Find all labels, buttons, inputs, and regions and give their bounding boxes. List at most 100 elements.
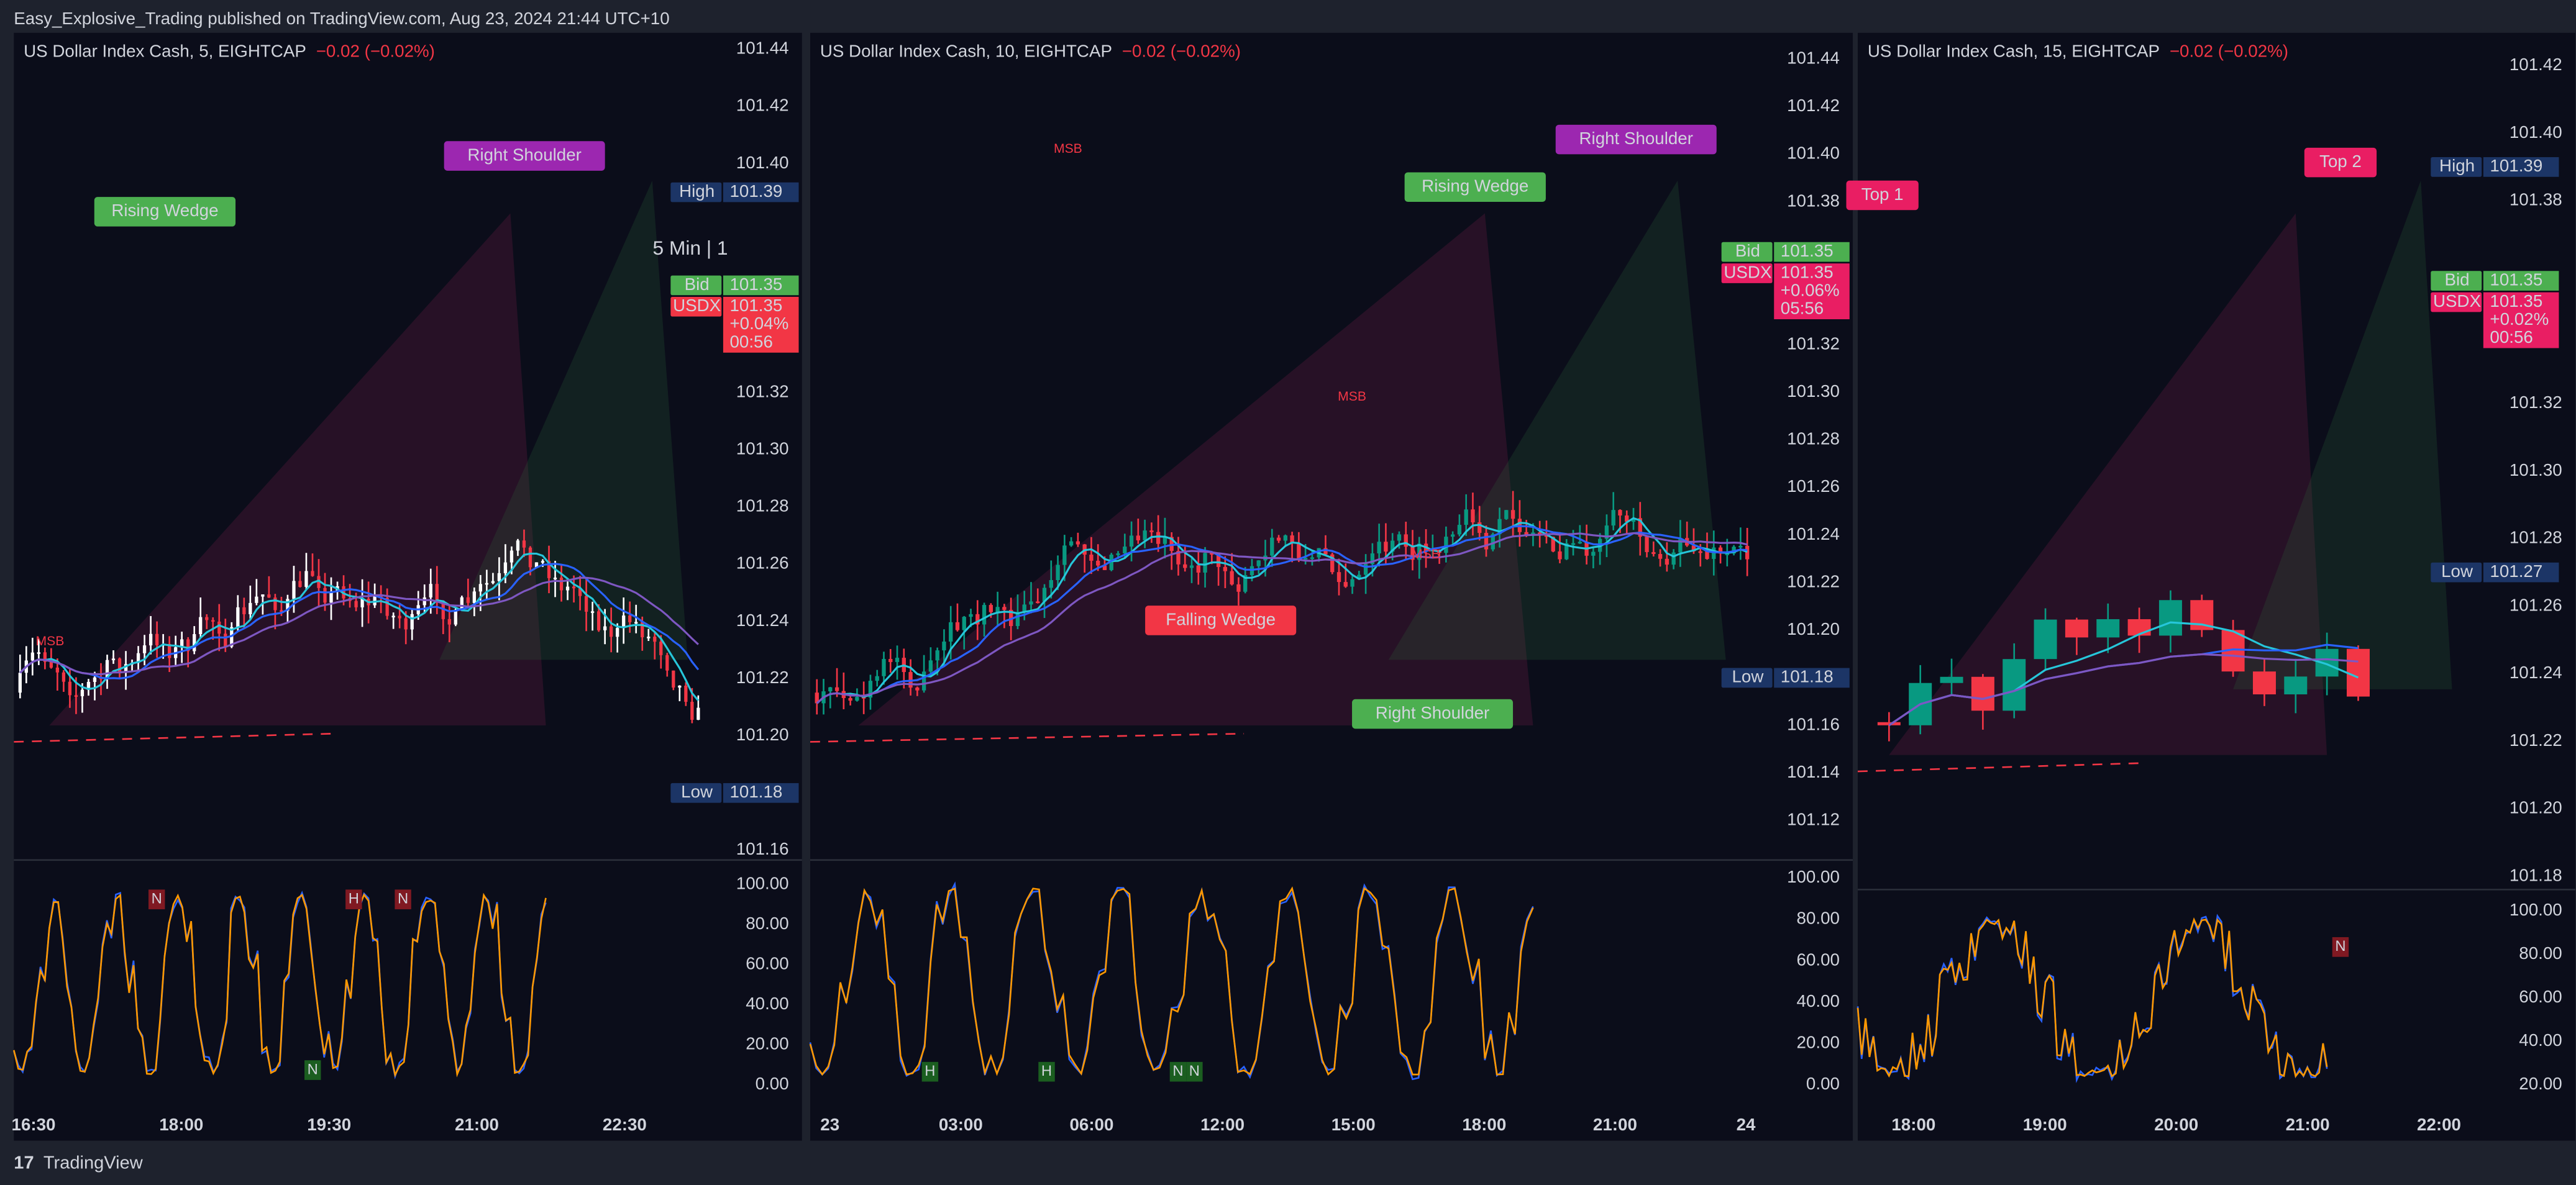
candle-body (935, 650, 939, 661)
candle-body (522, 540, 526, 548)
candle-body (659, 642, 663, 655)
candle-body (485, 583, 489, 585)
candle-body (559, 578, 564, 591)
candle-body (1022, 604, 1026, 612)
candle-body (2034, 619, 2057, 660)
divergence-marker: N (398, 890, 408, 907)
oscillator-tick-label: 0.00 (756, 1074, 789, 1093)
badge-label-bg (670, 783, 722, 803)
price-tick-label: 101.16 (736, 839, 789, 858)
oscillator-tick-label: 100.00 (2510, 900, 2562, 919)
divergence-marker-bg (1038, 1061, 1055, 1082)
badge-label-bg (2431, 292, 2482, 312)
candle-body (1544, 535, 1549, 537)
candle-body (360, 598, 364, 607)
candle-body (834, 687, 839, 691)
candle-body (1591, 552, 1596, 556)
candle-body (969, 614, 973, 617)
candle-body (848, 697, 852, 701)
annotation: MSB (1338, 389, 1366, 404)
candle-body (1176, 551, 1181, 565)
candle-body (1484, 533, 1489, 550)
oscillator-tick-label: 40.00 (1797, 991, 1840, 1010)
candle-body (1384, 542, 1388, 552)
candle-body (267, 594, 271, 598)
annotation-bg (1404, 172, 1546, 202)
candle-body (1069, 541, 1074, 546)
brand-logo: 17 (14, 1153, 34, 1173)
oscillator-tick-label: 40.00 (2519, 1030, 2562, 1050)
candle-body (590, 611, 595, 613)
candle-body (435, 584, 439, 601)
badge-label: High (2439, 156, 2475, 175)
candle-body (875, 676, 879, 681)
candle-body (1464, 509, 1468, 525)
candle-body (815, 692, 819, 704)
pattern-shade (858, 213, 1533, 726)
candle-body (1497, 519, 1502, 535)
price-tick-label: 101.24 (1787, 524, 1840, 543)
candle-body (921, 671, 926, 691)
candle-body (578, 588, 582, 596)
price-tick-label: 101.22 (736, 668, 789, 687)
publisher: Easy_Explosive_Trading published on Trad… (14, 9, 669, 28)
candle-body (1008, 609, 1013, 627)
price-tick-label: 101.40 (2510, 122, 2562, 142)
candle-body (398, 615, 401, 619)
oscillator-tick-label: 80.00 (746, 914, 788, 933)
annotation-bg (1352, 699, 1514, 729)
price-tick-label: 101.38 (2510, 190, 2562, 209)
price-tick-label: 101.42 (2510, 55, 2562, 74)
candle-body (68, 681, 72, 696)
price-tick-label: 101.20 (736, 725, 789, 744)
candle-body (1303, 558, 1308, 560)
candle-body (628, 615, 632, 622)
candle-body (1538, 532, 1542, 535)
badge-label: Low (1732, 667, 1764, 686)
time-tick-label: 03:00 (939, 1115, 983, 1134)
candle-body (460, 597, 464, 610)
moving-average (816, 532, 1748, 704)
candle-body (534, 562, 539, 568)
candle-body (311, 571, 314, 576)
badge-label-bg (2431, 271, 2482, 291)
price-tick-label: 101.22 (1787, 571, 1840, 591)
candle-body (255, 596, 258, 603)
candle-body (1290, 535, 1294, 543)
badge-label-bg (670, 275, 722, 296)
badge-value: 101.27 (2490, 561, 2542, 581)
candle-body (962, 617, 966, 630)
candle-body (447, 619, 451, 625)
divergence-marker-bg (304, 1060, 321, 1080)
badge-value-bg (1774, 263, 1850, 319)
candle-body (553, 578, 557, 579)
time-tick-label: 18:00 (1462, 1115, 1506, 1134)
candle-body (1678, 538, 1683, 553)
brand[interactable]: TradingView (43, 1153, 144, 1173)
candle-body (634, 622, 638, 624)
candle-body (1216, 553, 1221, 567)
time-tick-label: 15:00 (1331, 1115, 1376, 1134)
time-tick-label: 22:00 (2417, 1115, 2461, 1134)
oscillator-line (1857, 917, 2328, 1078)
candle-body (1638, 518, 1642, 537)
annotation-bg (444, 141, 605, 171)
badge-label: Bid (685, 275, 710, 294)
candle-body (678, 686, 682, 688)
candle-body (1236, 584, 1241, 592)
badge-value-bg (723, 783, 799, 803)
divergence-marker: H (349, 890, 359, 907)
divergence-marker: H (925, 1063, 935, 1079)
badge-value-bg (1774, 668, 1850, 688)
divergence-marker-bg (395, 889, 411, 910)
annotation: MSB (1412, 547, 1440, 561)
candle-body (410, 614, 414, 630)
candle-body (62, 672, 66, 682)
candle-body (653, 637, 657, 642)
moving-average (816, 525, 1748, 704)
annotation-bg (94, 197, 236, 227)
time-tick-label: 24 (1737, 1115, 1756, 1134)
panel-bg (810, 32, 1853, 1141)
candle-body (1076, 541, 1080, 545)
